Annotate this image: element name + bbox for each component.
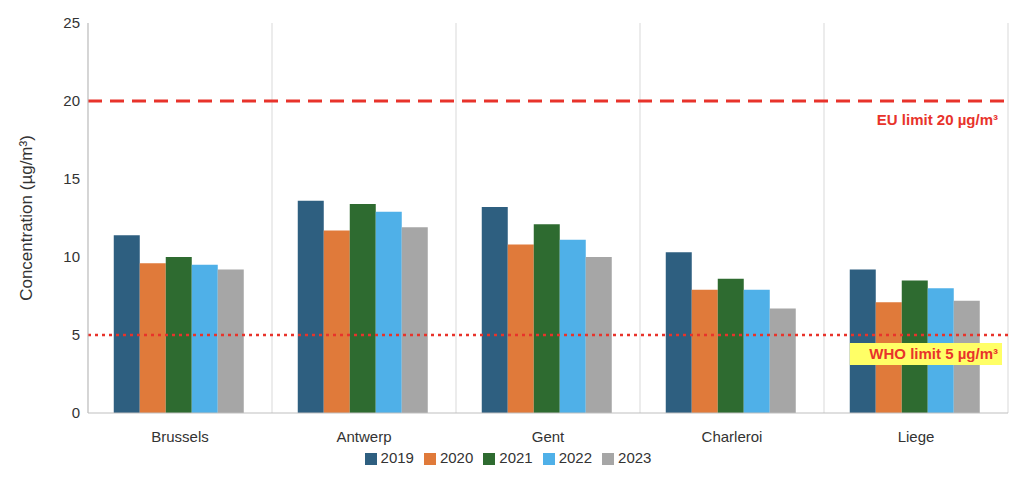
svg-text:5: 5	[72, 326, 80, 343]
svg-text:Brussels: Brussels	[151, 428, 209, 445]
svg-text:Antwerp: Antwerp	[336, 428, 391, 445]
html-text:2023: 2023	[618, 449, 652, 466]
svg-text:Charleroi: Charleroi	[702, 428, 763, 445]
svg-text:10: 10	[63, 248, 80, 265]
html-text:2021: 2021	[499, 449, 533, 466]
svg-text:WHO limit 5 µg/m³: WHO limit 5 µg/m³	[869, 345, 998, 362]
svg-text:15: 15	[63, 170, 80, 187]
svg-text:25: 25	[63, 14, 80, 31]
html-text:2022: 2022	[558, 449, 593, 466]
svg-text:Liege: Liege	[898, 428, 935, 445]
html-text:2020: 2020	[439, 449, 474, 466]
svg-text:0: 0	[72, 404, 80, 421]
html-text:2019: 2019	[380, 449, 414, 466]
svg-text:Concentration (µg/m³): Concentration (µg/m³)	[17, 135, 36, 301]
svg-text:EU limit 20 µg/m³: EU limit 20 µg/m³	[877, 111, 998, 128]
svg-text:20: 20	[63, 92, 80, 109]
svg-text:Gent: Gent	[532, 428, 565, 445]
